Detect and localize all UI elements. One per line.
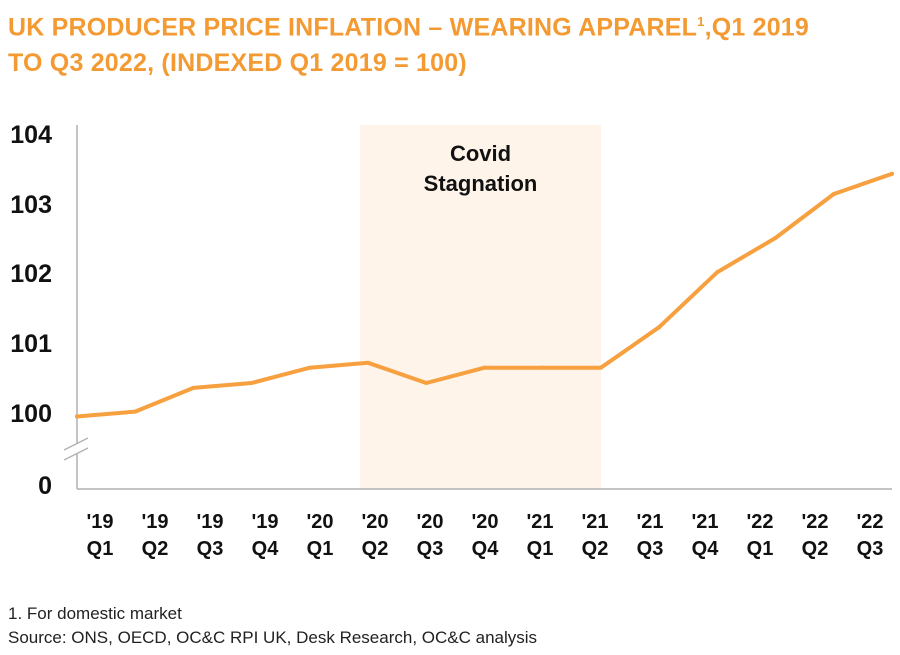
y-tick-label: 100	[10, 400, 52, 428]
title-line-1: UK PRODUCER PRICE INFLATION – WEARING AP…	[8, 13, 698, 42]
data-point	[715, 270, 720, 275]
x-tick-label-quarter: Q3	[417, 538, 444, 560]
data-point	[75, 414, 79, 419]
data-point	[482, 365, 487, 370]
x-tick-label-year: '19	[141, 511, 168, 533]
data-point	[366, 360, 371, 365]
x-tick-label-year: '20	[471, 511, 498, 533]
x-tick-label-quarter: Q3	[857, 538, 884, 560]
axis-break-gap	[74, 443, 80, 453]
data-point	[657, 325, 662, 330]
data-point	[598, 365, 603, 370]
x-tick-label-quarter: Q1	[87, 538, 114, 560]
x-tick-label-year: '20	[306, 511, 333, 533]
data-point	[191, 385, 196, 390]
data-point	[249, 381, 254, 386]
title-line-1-end: ,Q1 2019	[704, 13, 810, 42]
y-tick-label: 0	[38, 472, 52, 500]
data-point	[831, 191, 836, 196]
source-note: Source: ONS, OECD, OC&C RPI UK, Desk Res…	[8, 628, 538, 647]
axis-break-mark	[63, 437, 89, 451]
x-tick-label-quarter: Q4	[692, 538, 720, 560]
x-tick-label-quarter: Q2	[582, 538, 609, 560]
x-tick-label-year: '20	[416, 511, 443, 533]
y-tick-label: 104	[10, 121, 52, 149]
data-point	[540, 365, 545, 370]
y-tick-label: 103	[10, 191, 52, 219]
axis-break-mark	[63, 447, 89, 461]
x-tick-label-year: '19	[251, 511, 278, 533]
data-point	[890, 171, 894, 176]
x-tick-label-year: '21	[636, 511, 663, 533]
x-tick-label-quarter: Q4	[472, 538, 500, 560]
x-tick-label-quarter: Q2	[362, 538, 389, 560]
y-tick-label: 102	[10, 260, 52, 288]
title-footnote-marker: 1	[697, 14, 705, 29]
x-tick-label-year: '21	[691, 511, 718, 533]
annotation-label-line-2: Stagnation	[424, 171, 538, 196]
data-point	[424, 381, 429, 386]
x-tick-label-year: '19	[86, 511, 113, 533]
x-tick-label-year: '20	[361, 511, 388, 533]
chart-title: UK PRODUCER PRICE INFLATION – WEARING AP…	[8, 4, 809, 81]
x-tick-label-quarter: Q3	[637, 538, 664, 560]
x-tick-label-year: '21	[526, 511, 553, 533]
x-tick-label-quarter: Q4	[252, 538, 280, 560]
footnote: 1. For domestic market	[8, 604, 182, 623]
title-line-2: TO Q3 2022, (INDEXED Q1 2019 = 100)	[8, 49, 467, 78]
x-tick-label-year: '22	[801, 511, 828, 533]
x-tick-label-year: '22	[746, 511, 773, 533]
y-tick-label: 101	[10, 330, 52, 358]
annotation-label-line-1: Covid	[450, 141, 511, 166]
x-tick-label-year: '22	[856, 511, 883, 533]
x-tick-label-quarter: Q1	[527, 538, 554, 560]
x-tick-label-quarter: Q1	[307, 538, 334, 560]
covid-shaded-region	[360, 125, 601, 489]
data-point	[773, 235, 778, 240]
x-tick-label-quarter: Q3	[197, 538, 224, 560]
x-tick-label-year: '21	[581, 511, 608, 533]
x-tick-label-quarter: Q2	[142, 538, 169, 560]
x-tick-label-year: '19	[196, 511, 223, 533]
data-point	[307, 365, 312, 370]
x-tick-label-quarter: Q1	[747, 538, 774, 560]
data-point	[133, 409, 138, 414]
x-tick-label-quarter: Q2	[802, 538, 829, 560]
